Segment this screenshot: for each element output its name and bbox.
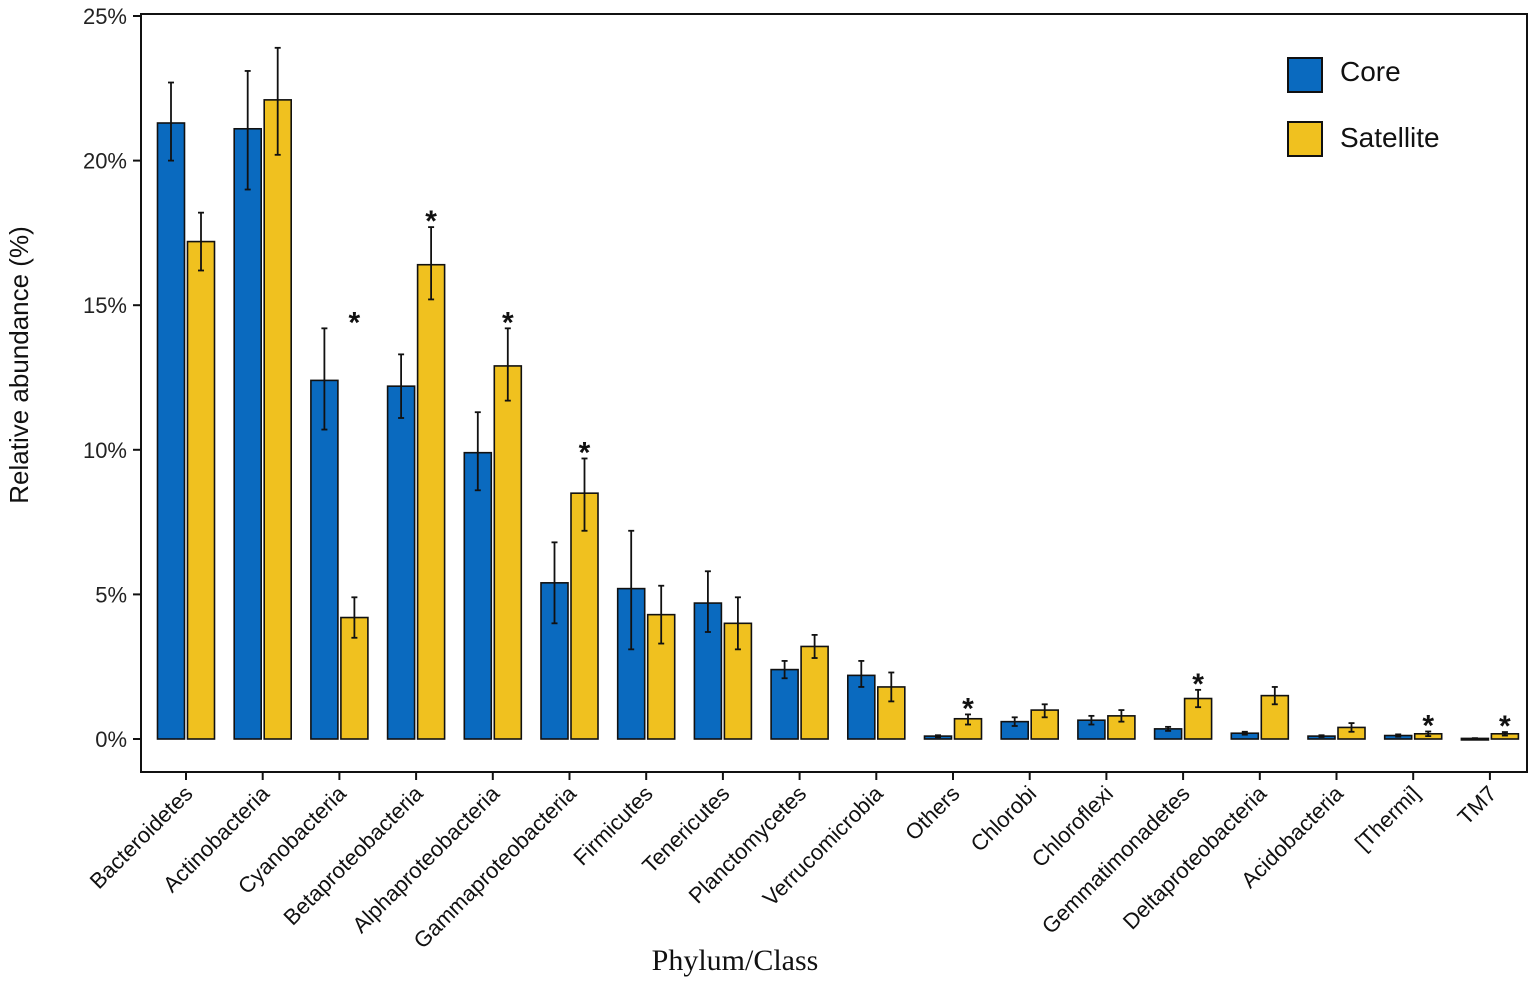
significance-star: * bbox=[1422, 709, 1434, 742]
bar-satellite bbox=[1030, 709, 1059, 740]
bar-core bbox=[463, 451, 493, 740]
x-tick-label: Chlorobi bbox=[966, 781, 1042, 857]
x-tick-label: Alphaproteobacteria bbox=[347, 780, 504, 937]
y-axis: 0% 5% 10% 15% 20% 25% bbox=[83, 4, 141, 752]
x-tick-label: Others bbox=[900, 781, 964, 845]
bar-series-group bbox=[156, 99, 1520, 741]
bar-satellite bbox=[646, 613, 676, 740]
legend-swatch-core bbox=[1287, 57, 1323, 93]
bar-satellite bbox=[416, 263, 446, 740]
significance-star: * bbox=[579, 436, 591, 469]
bar-satellite bbox=[493, 365, 523, 740]
significance-star: * bbox=[349, 306, 361, 339]
x-tick-label: Betaproteobacteria bbox=[279, 780, 429, 930]
x-tick-label: TM7 bbox=[1453, 781, 1502, 830]
x-axis-title: Phylum/Class bbox=[652, 944, 819, 977]
significance-star: * bbox=[502, 306, 514, 339]
legend-label-core: Core bbox=[1340, 56, 1401, 87]
y-tick-label: 10% bbox=[83, 438, 127, 463]
bar-satellite bbox=[263, 99, 293, 740]
bar-satellite bbox=[800, 645, 829, 740]
bar-core bbox=[233, 127, 262, 740]
bar-core bbox=[156, 122, 186, 740]
y-tick-label: 15% bbox=[83, 293, 127, 318]
error-bar-group bbox=[168, 46, 1508, 740]
x-axis: BacteroidetesActinobacteriaCyanobacteria… bbox=[85, 772, 1502, 953]
y-axis-title: Relative abundance (%) bbox=[4, 226, 34, 504]
bar-core bbox=[770, 668, 799, 740]
significance-star: * bbox=[1499, 710, 1511, 743]
x-tick-label: Deltaproteobacteria bbox=[1118, 780, 1272, 934]
y-tick-label: 20% bbox=[83, 149, 127, 174]
x-tick-label: [Thermi] bbox=[1350, 781, 1425, 856]
x-tick-label: Gemmatimonadetes bbox=[1037, 781, 1195, 939]
legend-swatch-satellite bbox=[1287, 121, 1323, 157]
significance-star: * bbox=[1192, 668, 1204, 701]
bar-core bbox=[310, 379, 339, 740]
y-tick-label: 25% bbox=[83, 4, 127, 29]
bar-core bbox=[386, 385, 416, 740]
bar-satellite bbox=[186, 240, 216, 740]
significance-star: * bbox=[962, 692, 974, 725]
plot-area-frame bbox=[140, 13, 1528, 773]
legend: Core Satellite bbox=[1287, 56, 1440, 157]
bar-satellite bbox=[570, 492, 599, 740]
y-tick-label: 0% bbox=[95, 727, 127, 752]
significance-marks: * * * * * * * * bbox=[349, 205, 1512, 743]
y-tick-label: 5% bbox=[95, 582, 127, 607]
significance-star: * bbox=[425, 205, 437, 238]
legend-label-satellite: Satellite bbox=[1340, 122, 1440, 153]
